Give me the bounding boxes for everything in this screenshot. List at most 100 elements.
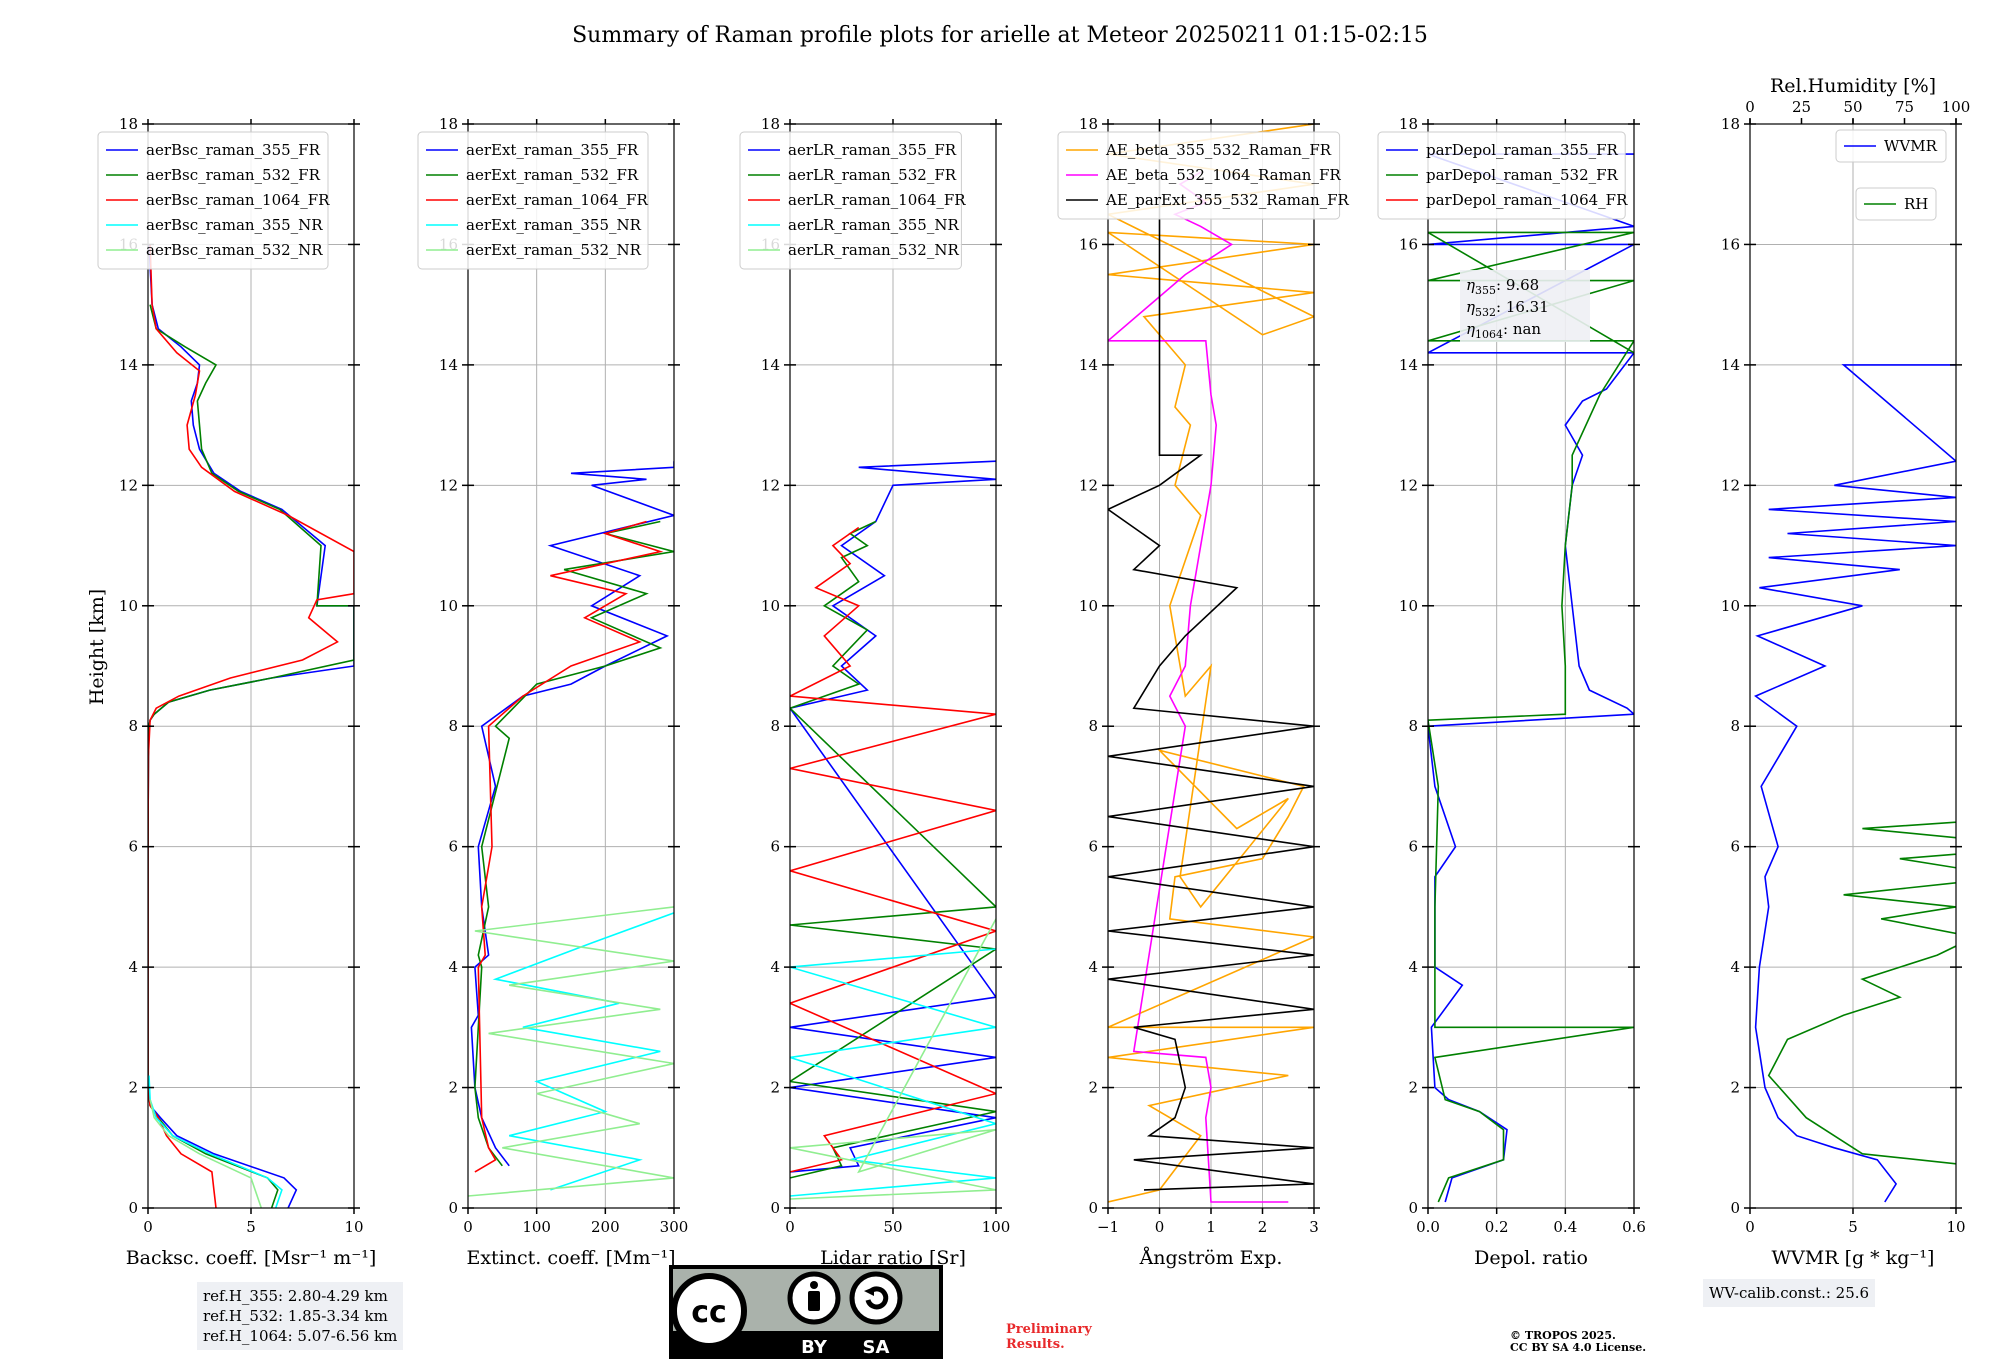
y-tick-label: 16 (1721, 235, 1740, 253)
y-tick-label: 4 (1730, 958, 1740, 976)
legend-box (1835, 129, 1947, 163)
panel-1: 0246810121416180510Backsc. coeff. [Msr⁻¹… (97, 115, 376, 1269)
legend-label-aerExt_raman_532_FR: aerExt_raman_532_FR (466, 166, 639, 184)
legend-label-parDepol_raman_355_FR: parDepol_raman_355_FR (1426, 141, 1619, 159)
x-tick-label: 0.2 (1485, 1218, 1509, 1236)
y-tick-label: 4 (448, 958, 458, 976)
y-tick-label: 10 (119, 597, 138, 615)
legend-label-aerExt_raman_1064_FR: aerExt_raman_1064_FR (466, 191, 648, 209)
x-axis-label: WVMR [g * kg⁻¹] (1772, 1247, 1935, 1269)
y-tick-label: 12 (1721, 476, 1740, 494)
x-tick-label: −1 (1097, 1218, 1119, 1236)
y-tick-label: 8 (448, 717, 458, 735)
series-line-aerExt_raman_355_NR (492, 912, 674, 1191)
figure-title: Summary of Raman profile plots for ariel… (572, 23, 1428, 48)
x-tick-label: 1 (1206, 1218, 1216, 1236)
y-tick-label: 10 (1721, 597, 1740, 615)
y-tick-label: 6 (1730, 838, 1740, 856)
eta-annotation-line: η355: 9.68 (1466, 276, 1539, 297)
series-line-parDepol_raman_355_FR (1428, 153, 1634, 1203)
top-x-axis-label: Rel.Humidity [%] (1770, 75, 1936, 97)
legend-label-aerBsc_raman_355_FR: aerBsc_raman_355_FR (146, 141, 321, 159)
legend-box (739, 131, 962, 270)
legend-label-aerLR_raman_355_FR: aerLR_raman_355_FR (788, 141, 957, 159)
y-tick-label: 8 (1408, 717, 1418, 735)
credit-line-2: CC BY SA 4.0 License. (1510, 1341, 1647, 1354)
legend-label-parDepol_raman_532_FR: parDepol_raman_532_FR (1426, 166, 1619, 184)
preliminary-line-2: Results. (1006, 1337, 1065, 1352)
x-tick-label: 300 (660, 1218, 689, 1236)
y-tick-label: 2 (128, 1079, 138, 1097)
y-tick-label: 6 (448, 838, 458, 856)
x-tick-label: 5 (1848, 1218, 1858, 1236)
y-tick-label: 6 (128, 838, 138, 856)
y-tick-label: 10 (1399, 597, 1418, 615)
x-tick-label: 0 (785, 1218, 795, 1236)
reference-height-box: ref.H_355: 2.80-4.29 km ref.H_532: 1.85-… (197, 1282, 404, 1350)
svg-text:cc: cc (691, 1295, 727, 1330)
x-tick-label: 0 (143, 1218, 153, 1236)
x-tick-label: 0 (1745, 1218, 1755, 1236)
y-tick-label: 14 (1079, 356, 1098, 374)
y-tick-label: 18 (761, 115, 780, 133)
y-tick-label: 14 (439, 356, 458, 374)
top-x-tick-label: 25 (1792, 98, 1811, 116)
y-tick-label: 14 (761, 356, 780, 374)
y-axis-label: Height [km] (86, 589, 108, 705)
legend-label-aerLR_raman_532_NR: aerLR_raman_532_NR (788, 241, 959, 259)
y-tick-label: 14 (119, 356, 138, 374)
y-tick-label: 12 (1399, 476, 1418, 494)
x-tick-label: 0 (463, 1218, 473, 1236)
y-tick-label: 6 (770, 838, 780, 856)
y-tick-label: 16 (1399, 235, 1418, 253)
series-line-aerExt_raman_532_FR (474, 520, 674, 1167)
cc-license-badge: cc BY SA (669, 1265, 943, 1359)
axes-frame (467, 123, 675, 1209)
credit-line-1: © TROPOS 2025. (1510, 1329, 1616, 1342)
y-tick-label: 8 (1730, 717, 1740, 735)
series-line-aerBsc_raman_1064_FR (148, 244, 354, 1208)
series-line-AE_beta_532_1064_Raman_FR (1108, 171, 1289, 1203)
y-tick-label: 2 (448, 1079, 458, 1097)
series-line-aerExt_raman_1064_FR (474, 520, 664, 1173)
legend-label-AE_beta_355_532_Raman_FR: AE_beta_355_532_Raman_FR (1105, 141, 1332, 159)
share-alike-icon (849, 1271, 903, 1325)
legend-label-aerExt_raman_532_NR: aerExt_raman_532_NR (466, 241, 642, 259)
grid (1749, 123, 1957, 1209)
preliminary-line-1: Preliminary (1006, 1322, 1092, 1337)
x-tick-label: 3 (1309, 1218, 1319, 1236)
legend-box (1377, 131, 1626, 220)
x-tick-label: 0.6 (1622, 1218, 1646, 1236)
y-tick-label: 10 (1079, 597, 1098, 615)
series-line-WVMR (1754, 364, 1956, 1203)
series-group (1428, 153, 1634, 1203)
y-tick-label: 10 (761, 597, 780, 615)
series-line-parDepol_raman_532_FR (1428, 231, 1634, 1203)
legend-label-aerLR_raman_1064_FR: aerLR_raman_1064_FR (788, 191, 966, 209)
x-axis-label: Ångström Exp. (1139, 1247, 1283, 1269)
y-tick-label: 0 (770, 1199, 780, 1217)
series-group (1108, 124, 1314, 1203)
y-tick-label: 12 (1079, 476, 1098, 494)
x-axis-label: Extinct. coeff. [Mm⁻¹] (466, 1247, 675, 1269)
y-tick-label: 12 (119, 476, 138, 494)
panel-2: 0246810121416180100200300Extinct. coeff.… (417, 115, 689, 1269)
legend-label-aerBsc_raman_355_NR: aerBsc_raman_355_NR (146, 216, 323, 234)
series-line-AE_beta_355_532_Raman_FR (1108, 124, 1314, 1203)
x-tick-label: 2 (1258, 1218, 1268, 1236)
y-tick-label: 4 (1408, 958, 1418, 976)
series-group (1754, 364, 1956, 1203)
wv-calibration-constant: WV-calib.const.: 25.6 (1709, 1284, 1870, 1302)
x-tick-label: 100 (522, 1218, 551, 1236)
y-tick-label: 10 (439, 597, 458, 615)
y-tick-label: 4 (770, 958, 780, 976)
top-x-tick-label: 75 (1895, 98, 1914, 116)
x-tick-label: 0.0 (1416, 1218, 1440, 1236)
y-tick-label: 18 (1721, 115, 1740, 133)
legend-label-parDepol_raman_1064_FR: parDepol_raman_1064_FR (1426, 191, 1628, 209)
y-tick-label: 18 (1399, 115, 1418, 133)
axes-frame (1427, 123, 1635, 1209)
y-tick-label: 18 (1079, 115, 1098, 133)
series-line-aerBsc_raman_532_NR (149, 1099, 263, 1208)
x-tick-label: 50 (883, 1218, 902, 1236)
